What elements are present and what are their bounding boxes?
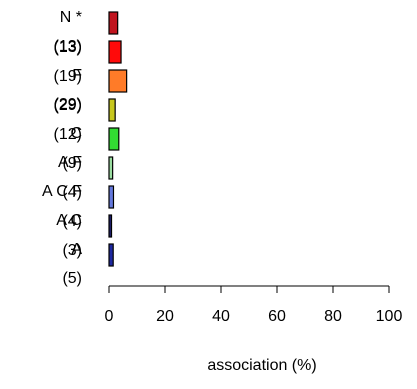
category-label: A F (58, 154, 82, 171)
category-label: (13) (54, 39, 82, 56)
category-label: A (71, 241, 82, 258)
bar (108, 185, 115, 209)
y-labels-group: N *(13)(13)F(19)(29)(29)C(12)A F(9)A C F… (42, 9, 82, 287)
category-label: (4) (62, 184, 82, 201)
category-label: N * (60, 9, 82, 26)
x-axis: 0 20 40 60 80 100 (105, 285, 403, 325)
category-label: C (70, 125, 82, 142)
x-axis-label: association (%) (207, 357, 316, 374)
category-label: A C F (42, 183, 82, 200)
x-tick-label: 80 (324, 308, 342, 325)
bar (108, 127, 120, 151)
bar (108, 69, 128, 93)
x-tick-label: 0 (105, 308, 114, 325)
category-label: (13) (54, 38, 82, 55)
x-tick-label: 60 (268, 308, 286, 325)
category-label: (4) (62, 213, 82, 230)
category-label: (19) (54, 68, 82, 85)
category-label: (5) (62, 270, 82, 287)
bar (108, 156, 114, 180)
category-label: (3) (62, 242, 82, 259)
category-label: (29) (54, 97, 82, 114)
x-tick-label: 40 (212, 308, 230, 325)
category-label: F (72, 67, 82, 84)
x-tick-label: 20 (156, 308, 174, 325)
bar (108, 214, 113, 238)
bars-group (108, 11, 128, 267)
bar (108, 243, 114, 267)
bar (108, 40, 122, 64)
category-label: (12) (54, 126, 82, 143)
category-label: (29) (54, 96, 82, 113)
category-label: (9) (62, 155, 82, 172)
bar (108, 11, 119, 35)
bar (108, 98, 116, 122)
x-tick-label: 100 (376, 308, 403, 325)
category-label: A C (56, 212, 82, 229)
